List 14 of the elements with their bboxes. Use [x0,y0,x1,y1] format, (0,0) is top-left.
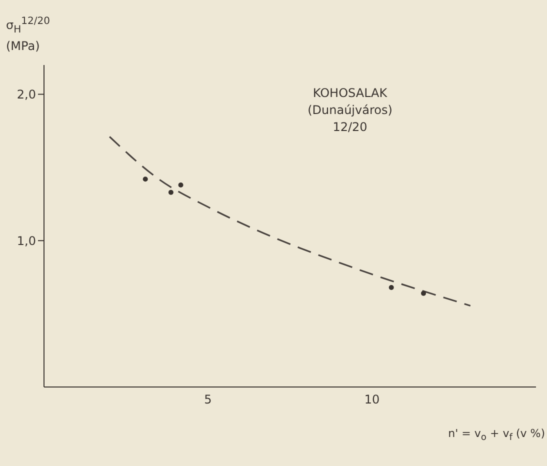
x-tick-label: 5 [204,392,212,407]
point [420,290,426,296]
x-axis-title: n' = v$_{o}$ + v$_{f}$ (v %) [447,427,545,446]
point [168,190,174,195]
y-tick-label: 1,0 [16,234,36,248]
point [142,176,148,182]
point [178,182,184,188]
point [388,284,394,290]
line-series [108,136,472,307]
annotation: (Dunaújváros) [306,102,394,119]
annotation: KOHOSALAK [312,85,388,102]
y-tick-label: 2,0 [16,88,36,102]
x-tick-label: 10 [364,392,380,407]
annotation: 12/20 [332,119,368,136]
